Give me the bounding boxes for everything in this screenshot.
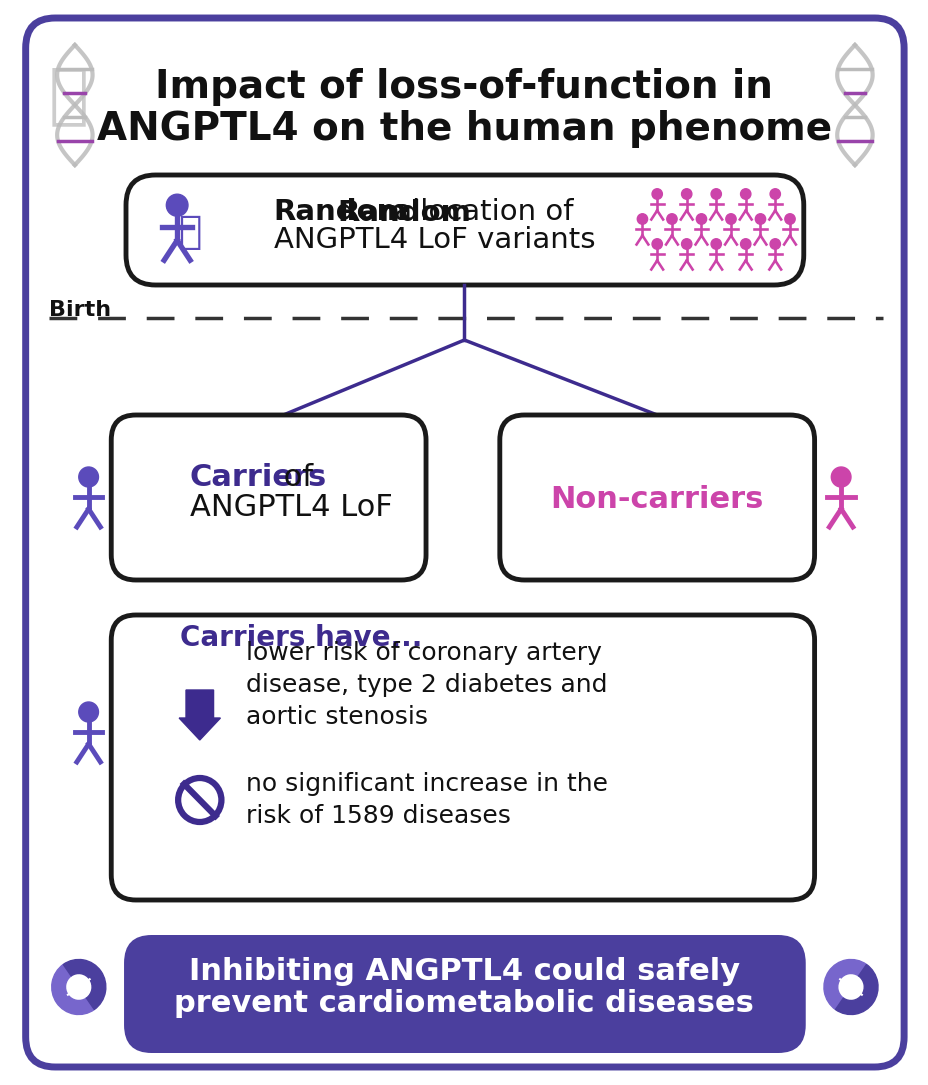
Circle shape [740,239,750,250]
Circle shape [696,214,706,225]
Text: no significant increase in the
risk of 1589 diseases: no significant increase in the risk of 1… [246,773,607,828]
FancyBboxPatch shape [111,414,426,580]
FancyBboxPatch shape [126,175,803,285]
Circle shape [651,239,662,250]
FancyBboxPatch shape [111,615,814,899]
Wedge shape [834,965,877,1014]
Text: Non-carriers: Non-carriers [550,485,763,514]
Text: Random: Random [273,197,407,226]
Circle shape [166,194,187,216]
Text: Carriers: Carriers [189,463,327,493]
Text: Inhibiting ANGPTL4 could safely: Inhibiting ANGPTL4 could safely [188,957,740,986]
Circle shape [79,702,98,722]
Text: 👤: 👤 [178,213,201,251]
Text: ANGPTL4 on the human phenome: ANGPTL4 on the human phenome [97,110,831,148]
Circle shape [178,778,221,822]
Text: prevent cardiometabolic diseases: prevent cardiometabolic diseases [174,988,754,1018]
Circle shape [178,778,221,822]
Text: Impact of loss-of-function in: Impact of loss-of-function in [155,68,772,106]
Circle shape [784,214,794,225]
Text: lower risk of coronary artery
disease, type 2 diabetes and
aortic stenosis: lower risk of coronary artery disease, t… [246,641,607,729]
Circle shape [754,214,765,225]
Circle shape [681,189,691,200]
Circle shape [769,239,780,250]
Text: 𝒮: 𝒮 [49,62,89,128]
Text: allocation of: allocation of [384,197,573,226]
Circle shape [651,189,662,200]
FancyArrow shape [179,690,220,740]
Circle shape [710,189,721,200]
Circle shape [666,214,677,225]
FancyBboxPatch shape [26,18,903,1067]
Circle shape [769,189,780,200]
Text: Random: Random [337,199,470,227]
Circle shape [740,189,750,200]
Circle shape [710,239,721,250]
Text: of: of [273,463,312,493]
FancyBboxPatch shape [124,935,805,1054]
Text: Carriers have...: Carriers have... [180,624,422,652]
Circle shape [79,467,98,487]
Text: Birth: Birth [49,299,111,320]
Circle shape [725,214,735,225]
Wedge shape [823,959,866,1009]
Circle shape [831,467,850,487]
Circle shape [681,239,691,250]
Circle shape [637,214,647,225]
Text: ANGPTL4 LoF variants: ANGPTL4 LoF variants [273,226,595,254]
Text: ANGPTL4 LoF: ANGPTL4 LoF [189,494,393,523]
Wedge shape [63,959,106,1009]
Wedge shape [52,965,95,1014]
FancyBboxPatch shape [499,414,814,580]
